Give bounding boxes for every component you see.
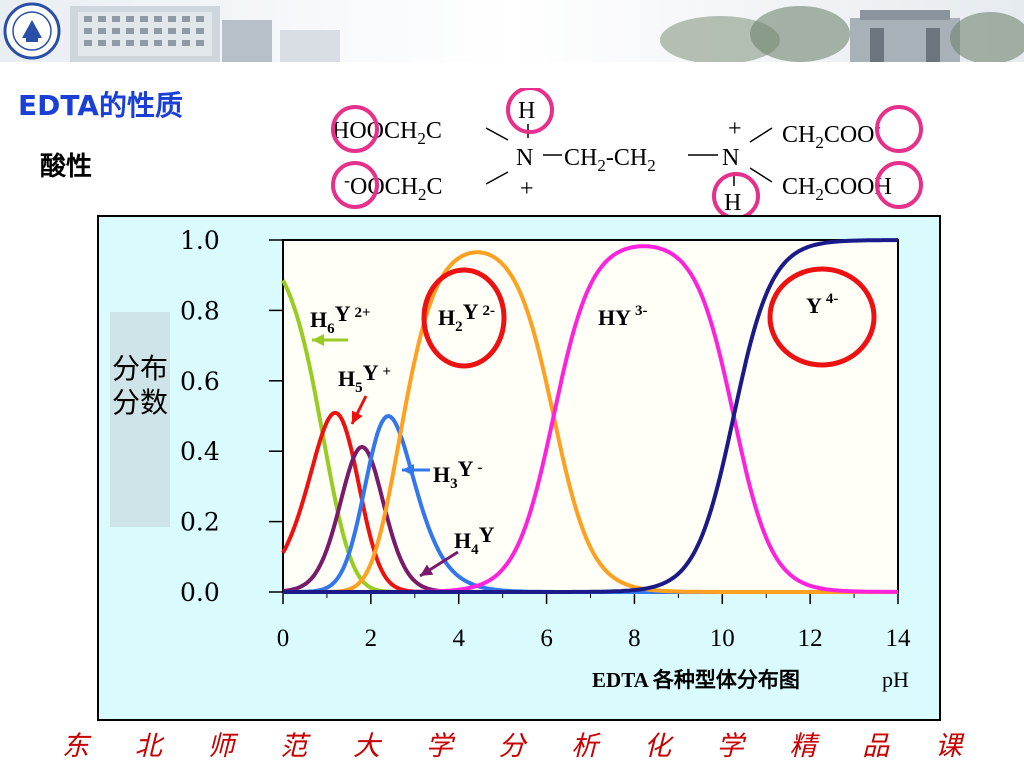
highlight-circle-5 bbox=[875, 105, 923, 153]
footer-char: 学 bbox=[425, 731, 453, 762]
right-bottom-group: CH bbox=[782, 174, 815, 200]
ylabel-box bbox=[110, 312, 170, 527]
y-tick-label: 0.2 bbox=[180, 508, 220, 537]
footer-char: 师 bbox=[207, 731, 235, 762]
footer-char: 品 bbox=[862, 731, 890, 762]
y-tick-label: 1.0 bbox=[180, 226, 220, 255]
footer-course-title: 东 北 师 范 大 学 分 析 化 学 精 品 课 bbox=[0, 724, 1024, 764]
y-tick-label: 0.6 bbox=[180, 367, 220, 396]
slide-subtitle: 酸性 bbox=[40, 152, 93, 182]
building-left bbox=[70, 6, 340, 62]
y-tick-label: 0.8 bbox=[180, 296, 220, 325]
series-label: H3Y - bbox=[433, 456, 483, 492]
arrow-h3y-head bbox=[402, 464, 414, 476]
arrow-h4y-head bbox=[420, 564, 434, 576]
university-logo-icon bbox=[3, 2, 61, 60]
charge-plus-2: + bbox=[728, 116, 742, 142]
x-tick-label: 14 bbox=[886, 625, 912, 652]
svg-text:CH2COO-: CH2COO- bbox=[782, 116, 881, 152]
highlight-circle-h2y bbox=[421, 267, 507, 369]
footer-char: 学 bbox=[716, 731, 744, 762]
h-atom-2: H bbox=[724, 190, 741, 216]
n-atom-2: N bbox=[722, 145, 739, 171]
highlight-circle-2 bbox=[331, 161, 379, 209]
series-line bbox=[283, 238, 898, 594]
highlight-circle-3 bbox=[506, 88, 554, 134]
series-label: H4Y bbox=[454, 522, 495, 558]
n-atom-1: N bbox=[516, 145, 533, 171]
series-label: H5Y + bbox=[338, 360, 391, 396]
footer-char: 东 bbox=[62, 731, 89, 762]
header-banner bbox=[0, 0, 1024, 62]
slide-title: EDTA的性质 bbox=[18, 89, 183, 122]
highlight-circle-6 bbox=[875, 161, 923, 209]
arrow-h6y-head bbox=[312, 334, 324, 346]
h-atom-1: H bbox=[518, 98, 535, 124]
svg-text:CH2-CH2: CH2-CH2 bbox=[564, 145, 656, 175]
highlight-circle-1 bbox=[331, 105, 379, 153]
chart-title: EDTA 各种型体分布图 bbox=[592, 668, 800, 692]
footer-char: 分 bbox=[498, 731, 526, 762]
svg-text:-OOCH2C: -OOCH2C bbox=[344, 170, 443, 204]
series-label: Y 4- bbox=[806, 291, 838, 318]
series-line bbox=[283, 250, 898, 594]
footer-char: 范 bbox=[280, 731, 308, 762]
charge-plus-1: + bbox=[520, 176, 534, 202]
series-label: H6Y 2+ bbox=[310, 301, 371, 337]
series-label: H2Y 2- bbox=[438, 299, 495, 335]
edta-structure-formula: HOOCH2C -OOCH2C H N + CH2-CH2 + N H CH2C… bbox=[331, 88, 923, 220]
x-tick-label: 10 bbox=[710, 625, 735, 652]
arrow-h5y-head bbox=[352, 410, 363, 424]
y-tick-label: 0.4 bbox=[180, 437, 220, 466]
trees-right bbox=[660, 6, 1024, 62]
right-top-group: CH bbox=[782, 122, 815, 148]
series-label: HY 3- bbox=[598, 303, 648, 330]
y-axis-label: 分布分数 bbox=[111, 352, 168, 419]
footer-char: 课 bbox=[935, 731, 962, 762]
footer-char: 北 bbox=[134, 731, 162, 762]
footer-char: 析 bbox=[571, 731, 599, 762]
highlight-circle-y4 bbox=[767, 266, 877, 368]
x-tick-label: 12 bbox=[798, 625, 823, 652]
footer-char: 大 bbox=[353, 731, 380, 762]
x-tick-label: 8 bbox=[628, 625, 641, 652]
left-bottom-group: OOCH bbox=[350, 174, 418, 200]
x-tick-label: 2 bbox=[365, 625, 378, 652]
x-axis-label: pH bbox=[882, 667, 909, 692]
x-tick-label: 4 bbox=[452, 625, 465, 652]
x-tick-label: 0 bbox=[277, 625, 290, 652]
x-tick-label: 6 bbox=[540, 625, 553, 652]
y-tick-label: 0.0 bbox=[180, 578, 220, 607]
footer-char: 精 bbox=[789, 731, 817, 762]
footer-char: 化 bbox=[644, 731, 671, 762]
